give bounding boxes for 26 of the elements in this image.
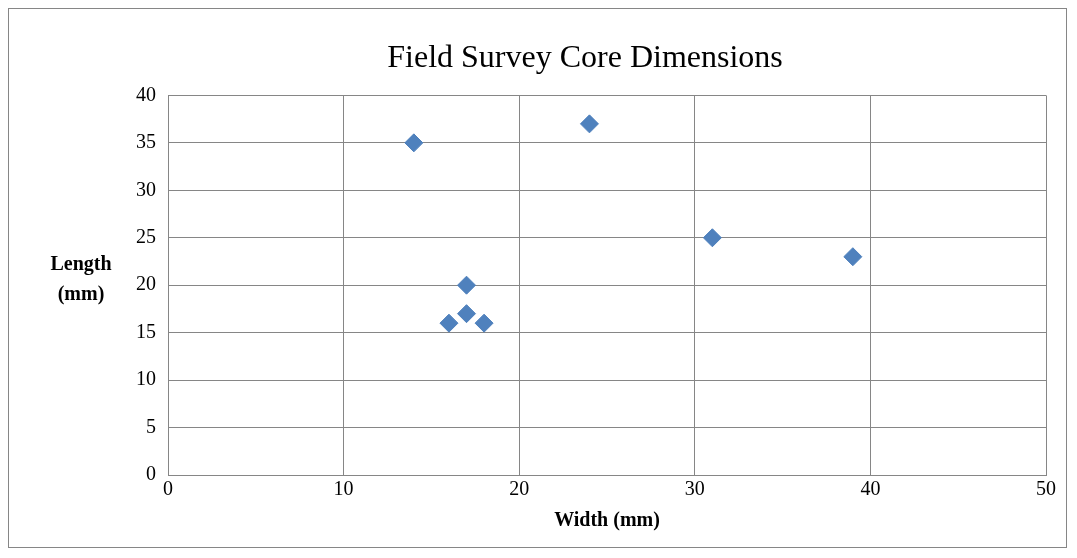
y-tick-label: 30 <box>136 177 156 200</box>
y-axis-title: Length (mm) <box>50 252 112 306</box>
y-tick-label: 10 <box>136 367 156 390</box>
point <box>702 228 722 248</box>
point <box>843 247 863 267</box>
y-tick-label: 35 <box>136 130 156 153</box>
chart-title: Field Survey Core Dimensions <box>387 37 783 74</box>
y-tick-label: 25 <box>136 225 156 247</box>
point <box>439 313 459 333</box>
x-tick-label: 50 <box>1036 477 1056 500</box>
x-axis-title: Width (mm) <box>554 508 660 532</box>
y-tick-label: 5 <box>146 414 156 437</box>
y-tick-label: 15 <box>136 319 156 342</box>
x-tick-label: 40 <box>860 477 881 500</box>
y-tick-label: 20 <box>136 272 156 295</box>
x-tick-label: 20 <box>509 477 530 500</box>
point <box>457 304 477 324</box>
point <box>404 133 424 153</box>
y-tick-label: 40 <box>136 82 156 105</box>
x-tick-label: 30 <box>684 477 705 500</box>
y-tick-label: 0 <box>146 462 156 485</box>
point <box>579 114 599 134</box>
x-tick-label: 10 <box>333 477 354 500</box>
point <box>474 313 494 333</box>
x-tick-label: 0 <box>163 477 173 500</box>
point <box>457 275 477 295</box>
